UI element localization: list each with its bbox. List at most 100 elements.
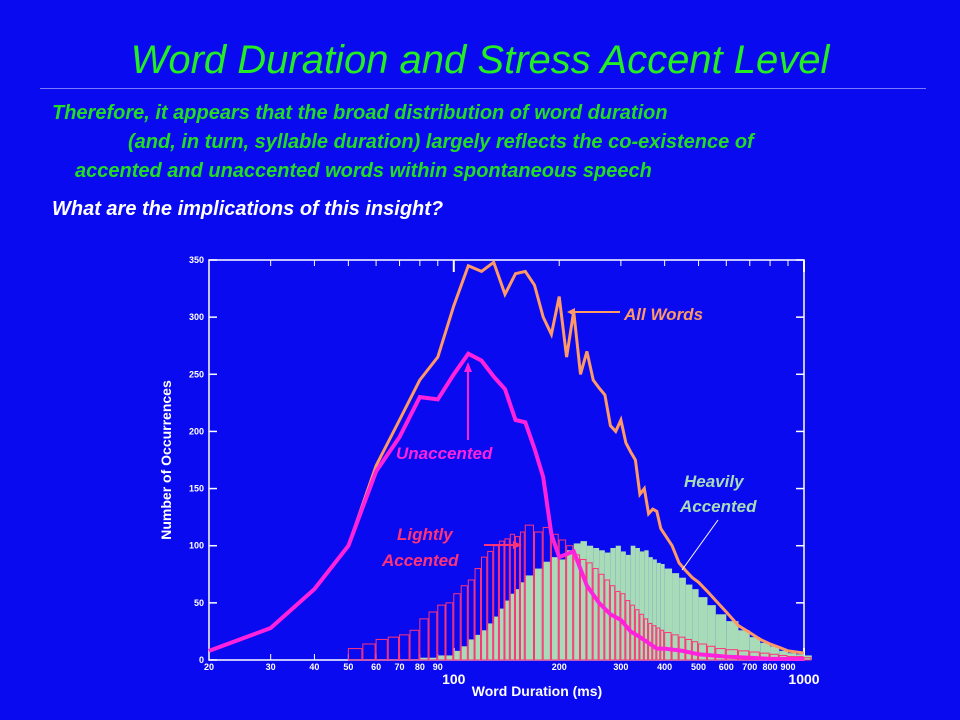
lightly-annotation-line2: Accented (381, 551, 459, 570)
x-major-tick-label: 100 (442, 671, 466, 687)
heavily-accented-bar (660, 564, 665, 660)
x-major-tick-label: 1000 (788, 671, 819, 687)
lightly-accented-bar (579, 558, 587, 661)
heavily-pointer (681, 519, 719, 571)
y-tick-label: 350 (189, 255, 204, 265)
heavily-accented-bar (749, 637, 761, 660)
lightly-accented-bar (652, 625, 657, 661)
heavily-accented-bar (760, 642, 771, 660)
heavily-accented-bar (593, 548, 600, 660)
x-tick-label: 500 (691, 662, 706, 672)
lightly-accented-bar (698, 643, 707, 661)
lightly-accented-bar (542, 526, 551, 661)
heavily-accented-bar (692, 589, 699, 660)
heavily-accented-bar (715, 614, 727, 660)
lightly-accented-bar (664, 632, 672, 661)
lightly-accented-bar (347, 648, 363, 661)
heavily-accented-bar (461, 646, 469, 660)
heavily-accented-bar (493, 616, 500, 660)
lightly-accented-bar (498, 540, 505, 661)
y-tick-label: 50 (194, 598, 204, 608)
heavily-accented-bar (573, 543, 581, 660)
heavily-accented-bar (566, 550, 574, 660)
lightly-accented-bar (453, 593, 461, 661)
lightly-accented-bar (509, 533, 515, 661)
y-tick-label: 0 (199, 655, 204, 665)
heavily-accented-bar (672, 573, 680, 660)
lightly-accented-bar (524, 524, 534, 661)
body-line-3: accented and unaccented words within spo… (75, 160, 652, 182)
y-tick-label: 200 (189, 426, 204, 436)
lightly-accented-bar (460, 585, 468, 661)
lightly-accented-bar (481, 556, 488, 661)
unaccented-annotation: Unaccented (396, 444, 493, 463)
body-line-1: Therefore, it appears that the broad dis… (52, 102, 668, 124)
lightly-accented-bar (467, 579, 475, 661)
lightly-accented-bar (437, 604, 446, 661)
y-tick-label: 250 (189, 369, 204, 379)
lightly-accented-bar (566, 545, 574, 661)
lightly-accented-bar (615, 590, 621, 661)
lightly-accented-bar (656, 627, 661, 661)
heavily-accented-bar (586, 545, 594, 660)
all-words-annotation: All Words (623, 305, 703, 324)
x-tick-label: 40 (309, 662, 319, 672)
lightly-accented-bar (550, 533, 559, 661)
heavily-accented-bar (639, 551, 645, 660)
heavily-accented-bar (620, 551, 626, 660)
lightly-accented-bar (387, 636, 400, 661)
lightly-arrowhead (513, 541, 522, 549)
lightly-accented-bar (558, 539, 567, 661)
lightly-accented-bar (504, 538, 510, 661)
x-tick-label: 80 (415, 662, 425, 672)
heavily-annotation-line1: Heavily (684, 472, 745, 491)
lightly-accented-bar (445, 602, 454, 661)
y-axis-label: Number of Occurrences (158, 380, 174, 540)
y-tick-label: 300 (189, 312, 204, 322)
lightly-accented-bar (514, 536, 520, 661)
lightly-accented-bar (362, 643, 376, 661)
heavily-accented-bar (604, 552, 611, 660)
lightly-accented-bar (609, 585, 616, 661)
lightly-accented-bar (399, 634, 410, 661)
heavily-accented-bar (679, 577, 686, 660)
heavily-accented-bar (698, 597, 708, 660)
title-divider (40, 88, 926, 89)
heavily-accented-bar (685, 584, 693, 660)
all-words-arrowhead (567, 308, 575, 316)
heavily-accented-bar (738, 630, 750, 660)
heavily-accented-bar (525, 575, 535, 660)
all-words-line (208, 259, 805, 655)
lightly-accented-bar (487, 550, 494, 661)
x-tick-label: 70 (395, 662, 405, 672)
lightly-accented-bar (533, 531, 543, 661)
unaccented-arrowhead (464, 362, 472, 372)
x-tick-label: 90 (433, 662, 443, 672)
heavily-annotation-line2: Accented (679, 497, 757, 516)
x-tick-label: 60 (371, 662, 381, 672)
lightly-accented-bar (409, 629, 420, 661)
x-tick-label: 800 (763, 662, 778, 672)
heavily-accented-bar (625, 554, 631, 660)
heavily-accented-bar (664, 568, 673, 660)
lightly-accented-bar (419, 618, 429, 661)
x-tick-label: 300 (613, 662, 628, 672)
heavily-accented-bar (707, 605, 716, 660)
x-tick-label: 30 (266, 662, 276, 672)
lightly-accented-bar (592, 568, 599, 661)
heavily-accented-bar (468, 639, 476, 660)
lightly-accented-bar (586, 562, 593, 661)
heavily-accented-bar (580, 541, 587, 660)
x-tick-label: 600 (719, 662, 734, 672)
heavily-accented-bar (453, 650, 462, 660)
heavily-accented-bar (543, 561, 552, 660)
heavily-accented-bar (520, 582, 526, 660)
heavily-accented-bar (648, 557, 653, 660)
body-line-2: (and, in turn, syllable duration) largel… (128, 131, 754, 153)
unaccented-line (208, 351, 804, 661)
lightly-accented-bar (519, 531, 525, 661)
y-tick-label: 150 (189, 484, 204, 494)
x-tick-label: 20 (204, 662, 214, 672)
heavily-accented-bar (475, 634, 482, 660)
heavily-accented-bar (630, 545, 636, 660)
